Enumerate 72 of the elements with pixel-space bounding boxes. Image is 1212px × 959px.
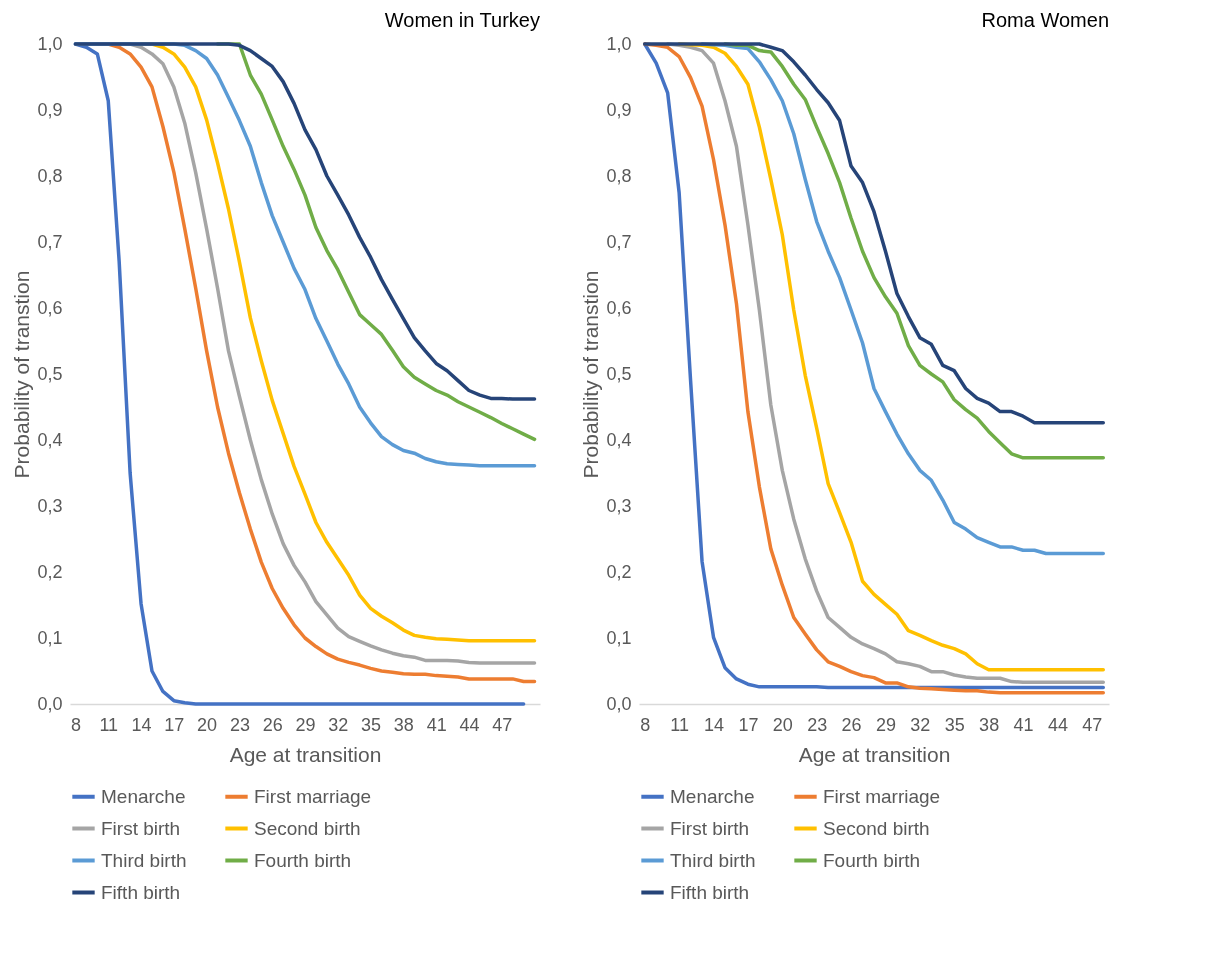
x-tick-label: 47 [1082,714,1103,735]
x-tick-label: 8 [70,714,81,735]
x-axis-title: Age at transition [798,742,951,766]
legend-label: Fifth birth [670,881,750,903]
legend-label: First birth [670,817,750,839]
legend-label: Third birth [670,849,756,871]
y-tick-label: 0,7 [606,231,632,252]
x-tick-label: 44 [459,714,480,735]
line-series [73,42,537,401]
x-tick-label: 8 [640,714,651,735]
x-tick-label: 23 [229,714,250,735]
y-tick-label: 0,0 [606,693,632,714]
x-tick-label: 14 [131,714,152,735]
y-tick-label: 0,5 [606,363,632,384]
x-tick-label: 29 [875,714,896,735]
legend-label: First marriage [823,785,941,807]
y-tick-label: 0,5 [37,363,63,384]
x-tick-label: 11 [670,714,689,735]
y-tick-label: 0,0 [37,693,63,714]
y-tick-label: 1,0 [606,33,632,54]
y-tick-label: 0,1 [37,627,63,648]
y-tick-label: 0,8 [37,165,63,186]
y-tick-label: 0,6 [606,297,632,318]
y-tick-label: 0,7 [37,231,63,252]
legend-label: First birth [101,817,181,839]
y-tick-label: 0,3 [606,495,632,516]
x-tick-label: 20 [197,714,218,735]
chart-title: Roma Women [981,9,1109,31]
y-tick-label: 0,9 [606,99,632,120]
legend-label: Menarche [670,785,755,807]
y-tick-label: 0,2 [606,561,632,582]
y-tick-label: 1,0 [37,33,63,54]
line-series [642,42,1106,425]
y-tick-label: 0,4 [37,429,63,450]
x-tick-label: 35 [944,714,965,735]
x-tick-label: 38 [979,714,1000,735]
x-tick-label: 38 [393,714,414,735]
y-axis-title: Probability of transtion [579,270,603,479]
y-axis-title: Probability of transtion [10,270,34,479]
x-tick-label: 17 [738,714,759,735]
x-tick-label: 44 [1047,714,1068,735]
legend-label: Fourth birth [254,849,352,871]
x-tick-label: 47 [492,714,513,735]
x-tick-label: 17 [164,714,185,735]
y-tick-label: 0,4 [606,429,632,450]
x-tick-label: 35 [361,714,382,735]
x-tick-label: 26 [841,714,862,735]
legend-label: Second birth [254,817,361,839]
chart-title: Women in Turkey [384,9,540,31]
x-axis-title: Age at transition [229,742,382,766]
legend-label: Fourth birth [823,849,921,871]
x-tick-label: 41 [1013,714,1034,735]
x-tick-label: 29 [295,714,316,735]
y-tick-label: 0,3 [37,495,63,516]
legend-label: Menarche [101,785,186,807]
legend-label: Second birth [823,817,930,839]
legend-label: First marriage [254,785,372,807]
x-tick-label: 23 [807,714,828,735]
x-tick-label: 26 [262,714,283,735]
y-tick-label: 0,6 [37,297,63,318]
y-tick-label: 0,9 [37,99,63,120]
x-tick-label: 32 [328,714,349,735]
y-tick-label: 0,2 [37,561,63,582]
x-tick-label: 20 [772,714,793,735]
legend-label: Fifth birth [101,881,181,903]
x-tick-label: 32 [910,714,931,735]
x-tick-label: 11 [99,714,119,735]
y-tick-label: 0,1 [606,627,632,648]
x-tick-label: 14 [704,714,725,735]
x-tick-label: 41 [426,714,447,735]
y-tick-label: 0,8 [606,165,632,186]
legend-label: Third birth [101,849,187,871]
